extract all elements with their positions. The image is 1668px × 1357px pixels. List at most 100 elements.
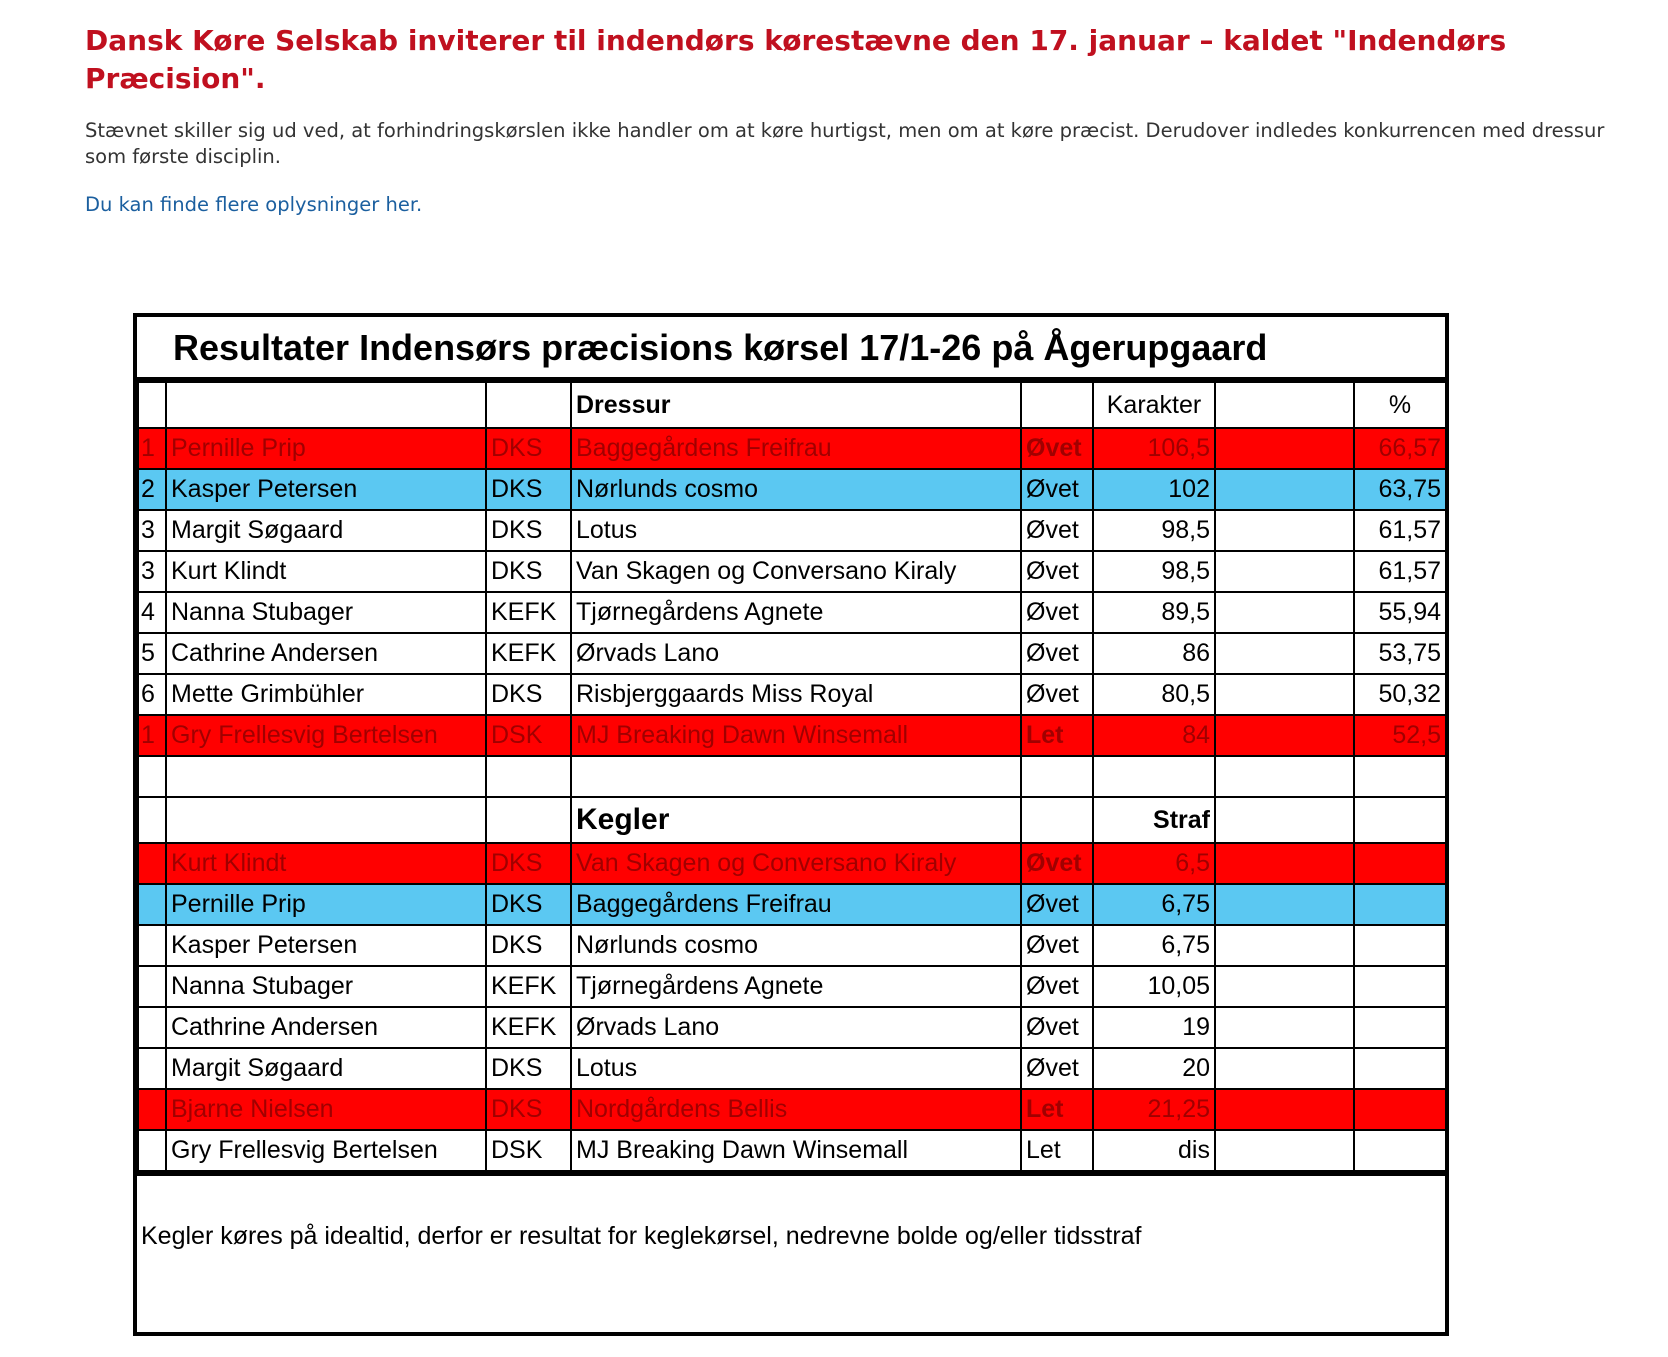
header-cell: Kegler (570, 796, 1022, 844)
pct-cell: 63,75 (1353, 468, 1447, 511)
horse-cell: Van Skagen og Conversano Kiraly (570, 550, 1022, 593)
pct-cell: 52,5 (1353, 714, 1447, 757)
level-cell: Øvet (1020, 965, 1094, 1008)
results-sheet: Resultater Indensørs præcisions kørsel 1… (133, 313, 1449, 1336)
section-header: Dressur Karakter% (137, 381, 1447, 429)
name-cell: Kurt Klindt (165, 842, 487, 885)
results-title: Resultater Indensørs præcisions kørsel 1… (137, 317, 1445, 381)
club-cell: DKS (485, 1088, 572, 1131)
pct-cell (1353, 1088, 1447, 1131)
score-cell: 84 (1092, 714, 1216, 757)
blank-cell (1214, 714, 1355, 757)
header-cell: Straf (1092, 796, 1216, 844)
club-cell: DKS (485, 427, 572, 470)
name-cell: Kasper Petersen (165, 924, 487, 967)
result-row: Cathrine Andersen KEFK Ørvads Lano Øvet 19 (137, 1006, 1447, 1049)
header-cell: Karakter (1092, 381, 1216, 429)
blank-cell (1214, 1047, 1355, 1090)
info-link[interactable]: Du kan finde flere oplysninger her. (85, 193, 423, 216)
level-cell: Let (1020, 714, 1094, 757)
blank-cell (1214, 1129, 1355, 1172)
club-cell: DSK (485, 714, 572, 757)
heading: Dansk Køre Selskab inviterer til indendø… (85, 24, 1507, 95)
level-cell: Let (1020, 1088, 1094, 1131)
pct-cell (1353, 1006, 1447, 1049)
result-row: Pernille Prip DKS Baggegårdens Freifrau Øve… (137, 883, 1447, 926)
club-cell: KEFK (485, 632, 572, 675)
horse-cell: Risbjerggaards Miss Royal (570, 673, 1022, 716)
name-cell: Gry Frellesvig Bertelsen (165, 714, 487, 757)
name-cell: Pernille Prip (165, 427, 487, 470)
level-cell: Øvet (1020, 883, 1094, 926)
header-cell (485, 796, 572, 844)
score-cell: 106,5 (1092, 427, 1216, 470)
horse-cell: Nørlunds cosmo (570, 924, 1022, 967)
blank-cell (485, 755, 572, 798)
level-cell: Øvet (1020, 591, 1094, 634)
result-row: 6 Mette Grimbühler DKS Risbjerggaards Miss … (137, 673, 1447, 716)
pct-cell: 50,32 (1353, 673, 1447, 716)
blank-cell (1092, 755, 1216, 798)
rank-cell: 1 (137, 427, 167, 470)
header-cell (1020, 796, 1094, 844)
result-row: 1 Gry Frellesvig Bertelsen DSK MJ Breaking … (137, 714, 1447, 757)
name-cell: Pernille Prip (165, 883, 487, 926)
score-cell: 98,5 (1092, 509, 1216, 552)
level-cell: Øvet (1020, 468, 1094, 511)
blank-cell (1214, 924, 1355, 967)
pct-cell (1353, 1129, 1447, 1172)
horse-cell: Lotus (570, 1047, 1022, 1090)
score-cell: 21,25 (1092, 1088, 1216, 1131)
name-cell: Cathrine Andersen (165, 1006, 487, 1049)
horse-cell: Baggegårdens Freifrau (570, 427, 1022, 470)
level-cell: Øvet (1020, 1006, 1094, 1049)
level-cell: Øvet (1020, 632, 1094, 675)
name-cell: Gry Frellesvig Bertelsen (165, 1129, 487, 1172)
score-cell: dis (1092, 1129, 1216, 1172)
header-cell (1020, 381, 1094, 429)
rank-cell (137, 1006, 167, 1049)
blank-cell (137, 755, 167, 798)
rank-cell: 4 (137, 591, 167, 634)
spacer-row (137, 755, 1447, 798)
blank-cell (1214, 550, 1355, 593)
horse-cell: Nørlunds cosmo (570, 468, 1022, 511)
result-row: Gry Frellesvig Bertelsen DSK MJ Breaking D… (137, 1129, 1447, 1172)
header-cell: Dressur (570, 381, 1022, 429)
rank-cell: 3 (137, 509, 167, 552)
name-cell: Cathrine Andersen (165, 632, 487, 675)
name-cell: Kurt Klindt (165, 550, 487, 593)
result-row: Margit Søgaard DKS Lotus Øvet 20 (137, 1047, 1447, 1090)
rank-cell (137, 1129, 167, 1172)
header-cell (165, 381, 487, 429)
level-cell: Øvet (1020, 509, 1094, 552)
rank-cell: 5 (137, 632, 167, 675)
rank-cell: 6 (137, 673, 167, 716)
rank-cell (137, 842, 167, 885)
blank-cell (1214, 1088, 1355, 1131)
score-cell: 6,75 (1092, 883, 1216, 926)
score-cell: 102 (1092, 468, 1216, 511)
pct-cell: 55,94 (1353, 591, 1447, 634)
pct-cell (1353, 924, 1447, 967)
horse-cell: Van Skagen og Conversano Kiraly (570, 842, 1022, 885)
result-row: 2 Kasper Petersen DKS Nørlunds cosmo Øvet 102… (137, 468, 1447, 511)
pct-cell: 53,75 (1353, 632, 1447, 675)
level-cell: Øvet (1020, 842, 1094, 885)
blank-cell (1214, 755, 1355, 798)
level-cell: Øvet (1020, 924, 1094, 967)
horse-cell: Nordgårdens Bellis (570, 1088, 1022, 1131)
pct-cell: 61,57 (1353, 509, 1447, 552)
club-cell: DSK (485, 1129, 572, 1172)
result-row: 3 Margit Søgaard DKS Lotus Øvet 98,5 61,57 (137, 509, 1447, 552)
blank-cell (1214, 673, 1355, 716)
blank-cell (570, 755, 1022, 798)
club-cell: DKS (485, 468, 572, 511)
score-cell: 86 (1092, 632, 1216, 675)
header-cell (137, 381, 167, 429)
pct-cell: 61,57 (1353, 550, 1447, 593)
section-header: Kegler Straf (137, 796, 1447, 844)
score-cell: 20 (1092, 1047, 1216, 1090)
name-cell: Margit Søgaard (165, 1047, 487, 1090)
